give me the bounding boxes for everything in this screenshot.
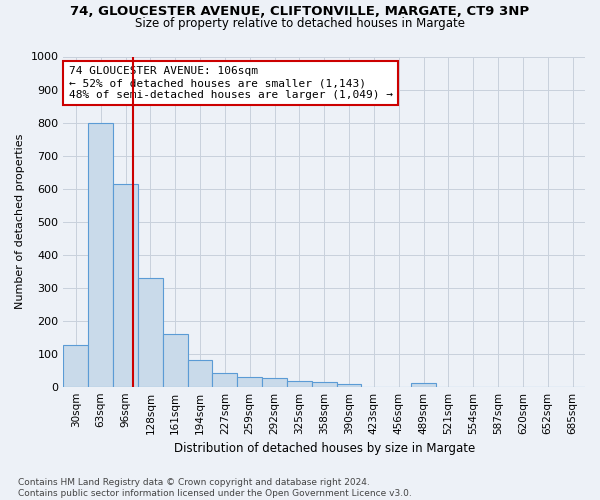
Bar: [237, 378, 262, 386]
X-axis label: Distribution of detached houses by size in Margate: Distribution of detached houses by size …: [173, 442, 475, 455]
Text: Contains HM Land Registry data © Crown copyright and database right 2024.
Contai: Contains HM Land Registry data © Crown c…: [18, 478, 412, 498]
Bar: [138, 278, 163, 386]
Bar: [88, 122, 113, 386]
Bar: [188, 360, 212, 386]
Bar: [262, 378, 287, 386]
Text: Size of property relative to detached houses in Margate: Size of property relative to detached ho…: [135, 18, 465, 30]
Bar: [337, 384, 361, 386]
Bar: [163, 334, 188, 386]
Text: 74, GLOUCESTER AVENUE, CLIFTONVILLE, MARGATE, CT9 3NP: 74, GLOUCESTER AVENUE, CLIFTONVILLE, MAR…: [70, 5, 530, 18]
Bar: [411, 384, 436, 386]
Bar: [113, 184, 138, 386]
Bar: [64, 346, 88, 387]
Text: 74 GLOUCESTER AVENUE: 106sqm
← 52% of detached houses are smaller (1,143)
48% of: 74 GLOUCESTER AVENUE: 106sqm ← 52% of de…: [68, 66, 392, 100]
Bar: [312, 382, 337, 386]
Y-axis label: Number of detached properties: Number of detached properties: [15, 134, 25, 310]
Bar: [212, 374, 237, 386]
Bar: [287, 380, 312, 386]
